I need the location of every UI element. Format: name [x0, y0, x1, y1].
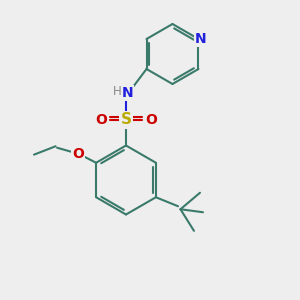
Text: S: S [121, 112, 131, 128]
Text: O: O [72, 147, 84, 161]
Text: N: N [195, 32, 207, 46]
Text: H: H [112, 85, 122, 98]
Text: O: O [145, 113, 157, 127]
Text: N: N [122, 86, 133, 100]
Text: O: O [95, 113, 107, 127]
